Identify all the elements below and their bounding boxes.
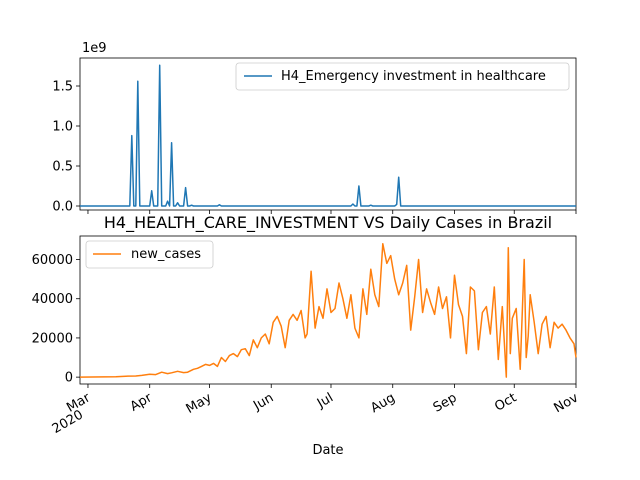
top-x-ticks: [87, 210, 577, 214]
bottom-legend-label: new_cases: [131, 247, 201, 262]
x-axis-label: Date: [312, 443, 343, 458]
top-series-line: [80, 64, 576, 207]
x-tick-label: Apr: [128, 390, 156, 415]
top-y-tick-label: 0.0: [52, 200, 73, 215]
top-legend-box: [235, 62, 570, 91]
bottom-axes-frame: [79, 235, 577, 385]
top-legend: H4_Emergency investment in healthcare: [235, 62, 570, 91]
bottom-y-tick-label: 20000: [32, 331, 73, 346]
x-tick-sublabel: 2020: [50, 407, 86, 437]
top-legend-label: H4_Emergency investment in healthcare: [281, 69, 546, 84]
bottom-y-tick-label: 40000: [32, 292, 73, 307]
bottom-y-ticks: 0 20000 40000 60000: [32, 253, 80, 386]
x-tick-label: Aug: [368, 390, 397, 416]
bottom-y-tick-label: 60000: [32, 253, 73, 268]
x-tick-label: May: [184, 390, 215, 417]
top-y-tick-label: 0.5: [52, 160, 73, 175]
top-offset-label: 1e9: [82, 41, 107, 56]
x-tick-label: Jun: [250, 390, 276, 414]
bottom-legend: new_cases: [85, 240, 214, 269]
bottom-y-tick-label: 0: [65, 371, 73, 386]
x-tick-label: Sep: [431, 390, 460, 415]
bottom-series-line: [79, 243, 577, 378]
chart-title: H4_HEALTH_CARE_INVESTMENT VS Daily Cases…: [104, 213, 552, 233]
top-y-tick-label: 1.5: [52, 80, 73, 95]
top-panel: 1e9 0.0 0.5 1.0 1.5 H4_Emergency investment…: [52, 41, 577, 215]
x-tick-label: Jul: [314, 390, 336, 411]
top-axes-frame: [79, 57, 577, 211]
bottom-legend-box: [85, 240, 214, 269]
top-y-ticks: 0.0 0.5 1.0 1.5: [52, 80, 80, 215]
x-tick-label: Nov: [552, 390, 582, 416]
x-tick-label: Oct: [492, 390, 519, 414]
top-y-tick-label: 1.0: [52, 120, 73, 135]
